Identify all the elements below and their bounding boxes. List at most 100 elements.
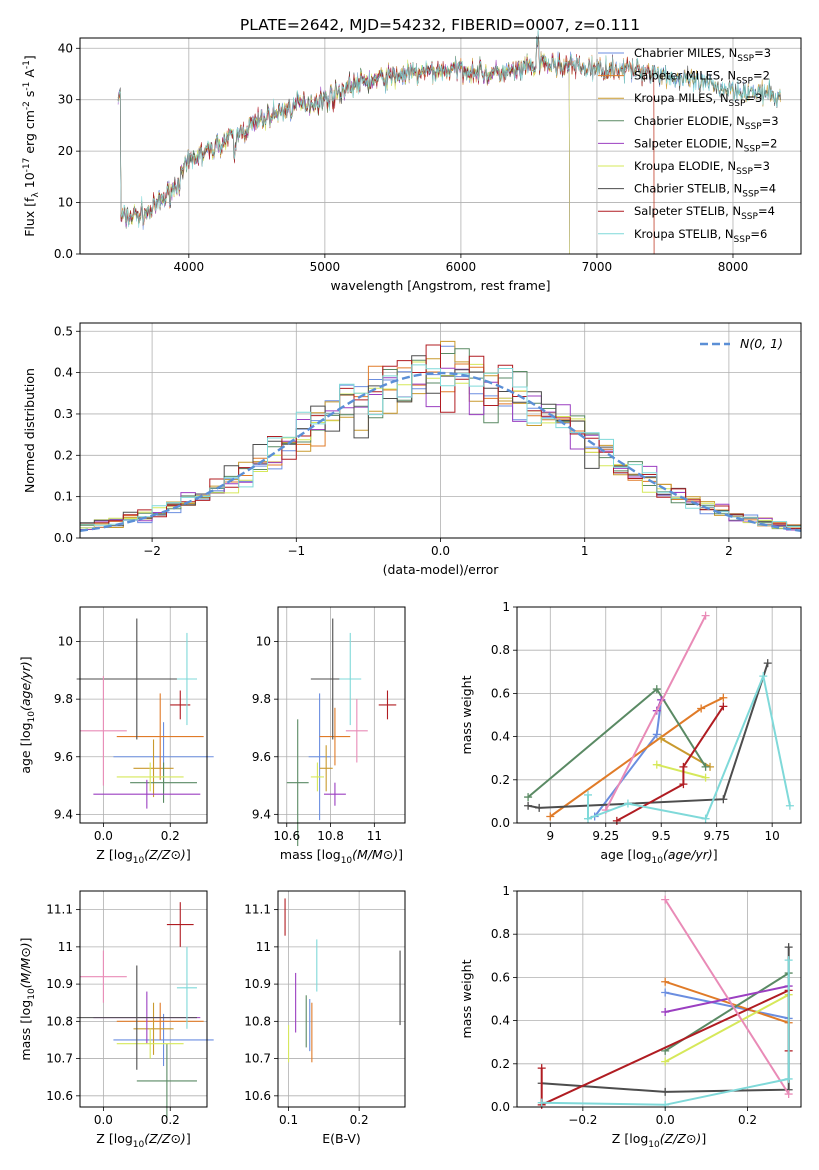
y-tick-label: 0.0 — [491, 816, 510, 830]
plus-marker — [701, 773, 710, 782]
label-part: ] — [18, 937, 33, 942]
x-tick-label: 10 — [765, 829, 780, 843]
spectrum-panel: 4000 5000 6000 7000 8000 0.0 10 20 30 40 wavelengt… — [22, 28, 802, 293]
label-part: (Z/Z⊙) — [660, 1131, 702, 1146]
weight-line — [587, 672, 791, 821]
y-tick-label: 10.8 — [244, 1014, 271, 1028]
x-tick-label: 9.25 — [592, 829, 619, 843]
label-part: mass weight — [459, 959, 474, 1038]
y-tick-label: 10.7 — [46, 1052, 73, 1066]
y-tick-label: 40 — [58, 41, 73, 55]
normal-curve — [79, 371, 802, 532]
label-part: =2 — [753, 69, 770, 83]
label-part: =3 — [753, 159, 770, 173]
axes-frame — [79, 37, 802, 255]
plus-marker — [612, 816, 621, 825]
label-part: =3 — [754, 46, 771, 60]
legend-label: N(0, 1) — [740, 336, 783, 351]
spectrum-line — [117, 33, 781, 226]
legend-label: Chabrier STELIB, NSSP=4 — [634, 182, 776, 200]
label-part: (M/M⊙) — [352, 847, 398, 862]
label-part: wavelength [Angstrom, rest frame] — [330, 278, 550, 293]
y-tick-label: 0.4 — [491, 1014, 510, 1028]
spectrum-line — [117, 28, 781, 228]
plus-marker — [784, 1090, 793, 1099]
plus-marker — [623, 799, 632, 808]
y-tick-label: 0.8 — [491, 927, 510, 941]
label-part: f — [22, 197, 37, 202]
label-part: s — [22, 91, 37, 102]
label-part: ] — [701, 1131, 706, 1146]
label-part: 10 — [648, 1140, 660, 1150]
label-part: age [ — [600, 847, 632, 862]
label-part: ] — [18, 656, 33, 661]
y-axis-label: Normed distribution — [22, 368, 37, 493]
label-part: Normed distribution — [22, 368, 37, 493]
y-tick-label: 20 — [58, 144, 73, 158]
plus-marker — [661, 1007, 670, 1016]
label-part: Z [ — [96, 847, 113, 862]
x-tick-label: 7000 — [582, 260, 613, 274]
weight-line — [664, 993, 790, 1063]
label-part: SSP — [736, 77, 753, 87]
label-part: Z [ — [612, 1131, 629, 1146]
spectrum-line — [117, 36, 781, 230]
label-part: Salpeter STELIB, N — [634, 204, 741, 218]
x-tick-label: 6000 — [446, 260, 477, 274]
plus-marker — [546, 812, 555, 821]
plus-marker — [785, 801, 794, 810]
plus-marker — [763, 659, 772, 668]
weight-line — [593, 699, 663, 818]
label-part: 10 — [22, 172, 37, 192]
plus-marker — [584, 814, 592, 823]
label-part: mass [ — [18, 1019, 33, 1061]
label-part: E(B-V) — [322, 1131, 361, 1146]
x-tick-label: 4000 — [174, 260, 205, 274]
x-tick-label: 0.0 — [656, 1113, 675, 1127]
x-tick-label: 0.2 — [161, 1113, 180, 1127]
label-part: =2 — [761, 136, 778, 150]
y-tick-label: 1 — [502, 600, 510, 614]
axes-frame — [79, 890, 208, 1108]
y-tick-label: 10.7 — [244, 1052, 271, 1066]
grid — [517, 890, 801, 1108]
x-axis-label: wavelength [Angstrom, rest frame] — [330, 278, 550, 293]
plus-marker — [784, 1074, 793, 1083]
y-tick-label: 10.6 — [46, 1089, 73, 1103]
weight-line — [656, 763, 706, 779]
y-tick-label: 0.0 — [491, 1100, 510, 1114]
y-tick-label: 0.4 — [491, 730, 510, 744]
x-axis-label: mass [log10(M/M⊙)] — [280, 847, 403, 866]
label-part: erg cm — [22, 110, 37, 158]
label-part: SSP — [734, 235, 751, 245]
x-tick-label: 9 — [546, 829, 554, 843]
label-part: (Z/Z⊙) — [144, 847, 186, 862]
y-tick-label: 9.8 — [252, 692, 271, 706]
plus-marker — [584, 790, 592, 799]
spectrum-line — [117, 35, 570, 255]
y-tick-label: 10.8 — [46, 1014, 73, 1028]
label-part: 10 — [341, 856, 353, 866]
plus-marker — [701, 611, 710, 620]
label-part: ] — [398, 847, 403, 862]
label-part: Flux [ — [22, 202, 37, 237]
y-tick-label: 11 — [58, 940, 73, 954]
label-part: log — [632, 847, 651, 862]
plus-marker — [652, 685, 661, 694]
plus-marker — [661, 988, 670, 997]
x-tick-label: 2 — [725, 544, 733, 558]
axes-frame — [79, 606, 208, 824]
x-tick-label: 0.0 — [94, 1113, 113, 1127]
label-part: (age/yr) — [663, 847, 713, 862]
label-part: log — [18, 722, 33, 741]
x-tick-label: 9.75 — [703, 829, 730, 843]
plus-marker — [535, 803, 544, 812]
label-part: 10 — [133, 1140, 145, 1150]
label-part: SSP — [736, 167, 753, 177]
x-axis-label: Z [log10(Z/Z⊙)] — [612, 1131, 706, 1150]
legend-label: Chabrier MILES, NSSP=3 — [634, 46, 771, 64]
label-part: ] — [186, 847, 191, 862]
